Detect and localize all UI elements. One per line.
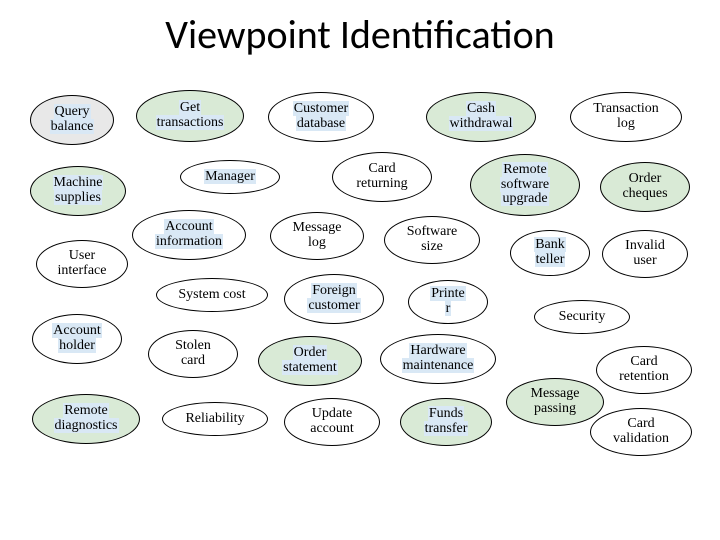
node-foreign-customer: Foreigncustomer [284, 274, 384, 324]
node-manager: Manager [180, 160, 280, 194]
node-update-account: Updateaccount [284, 398, 380, 446]
node-user-interface: Userinterface [36, 240, 128, 288]
node-system-cost: System cost [156, 278, 268, 312]
page-title: Viewpoint Identification [0, 10, 720, 59]
node-cash-withdrawal: Cashwithdrawal [426, 92, 536, 142]
node-software-size: Softwaresize [384, 216, 480, 264]
node-transaction-log: Transactionlog [570, 92, 682, 142]
node-query-balance: Querybalance [30, 95, 114, 145]
node-card-returning: Cardreturning [332, 152, 432, 202]
node-card-retention: Cardretention [596, 346, 692, 394]
node-order-cheques: Ordercheques [600, 162, 690, 212]
node-remote-diagnostics: Remotediagnostics [32, 394, 140, 444]
node-account-info: Accountinformation [132, 210, 246, 260]
node-stolen-card: Stolencard [148, 330, 238, 378]
node-security: Security [534, 300, 630, 334]
node-order-statement: Orderstatement [258, 336, 362, 386]
node-machine-supplies: Machinesupplies [30, 166, 126, 216]
node-card-validation: Cardvalidation [590, 408, 692, 456]
viewpoint-diagram: Querybalance Gettransactions Customerdatab… [30, 80, 690, 500]
node-remote-upgrade: Remotesoftwareupgrade [470, 154, 580, 216]
node-customer-database: Customerdatabase [268, 92, 374, 142]
node-printer: Printer [408, 280, 488, 324]
slide: Viewpoint Identification Querybalance Get… [0, 0, 720, 540]
node-message-log: Messagelog [270, 212, 364, 260]
node-bank-teller: Bankteller [510, 230, 590, 276]
node-get-transactions: Gettransactions [136, 90, 244, 142]
node-invalid-user: Invaliduser [602, 230, 688, 278]
node-hardware-maint: Hardwaremaintenance [380, 334, 496, 384]
node-message-passing: Messagepassing [506, 378, 604, 426]
node-reliability: Reliability [162, 402, 268, 436]
node-funds-transfer: Fundstransfer [400, 398, 492, 446]
node-account-holder: Accountholder [32, 314, 122, 364]
